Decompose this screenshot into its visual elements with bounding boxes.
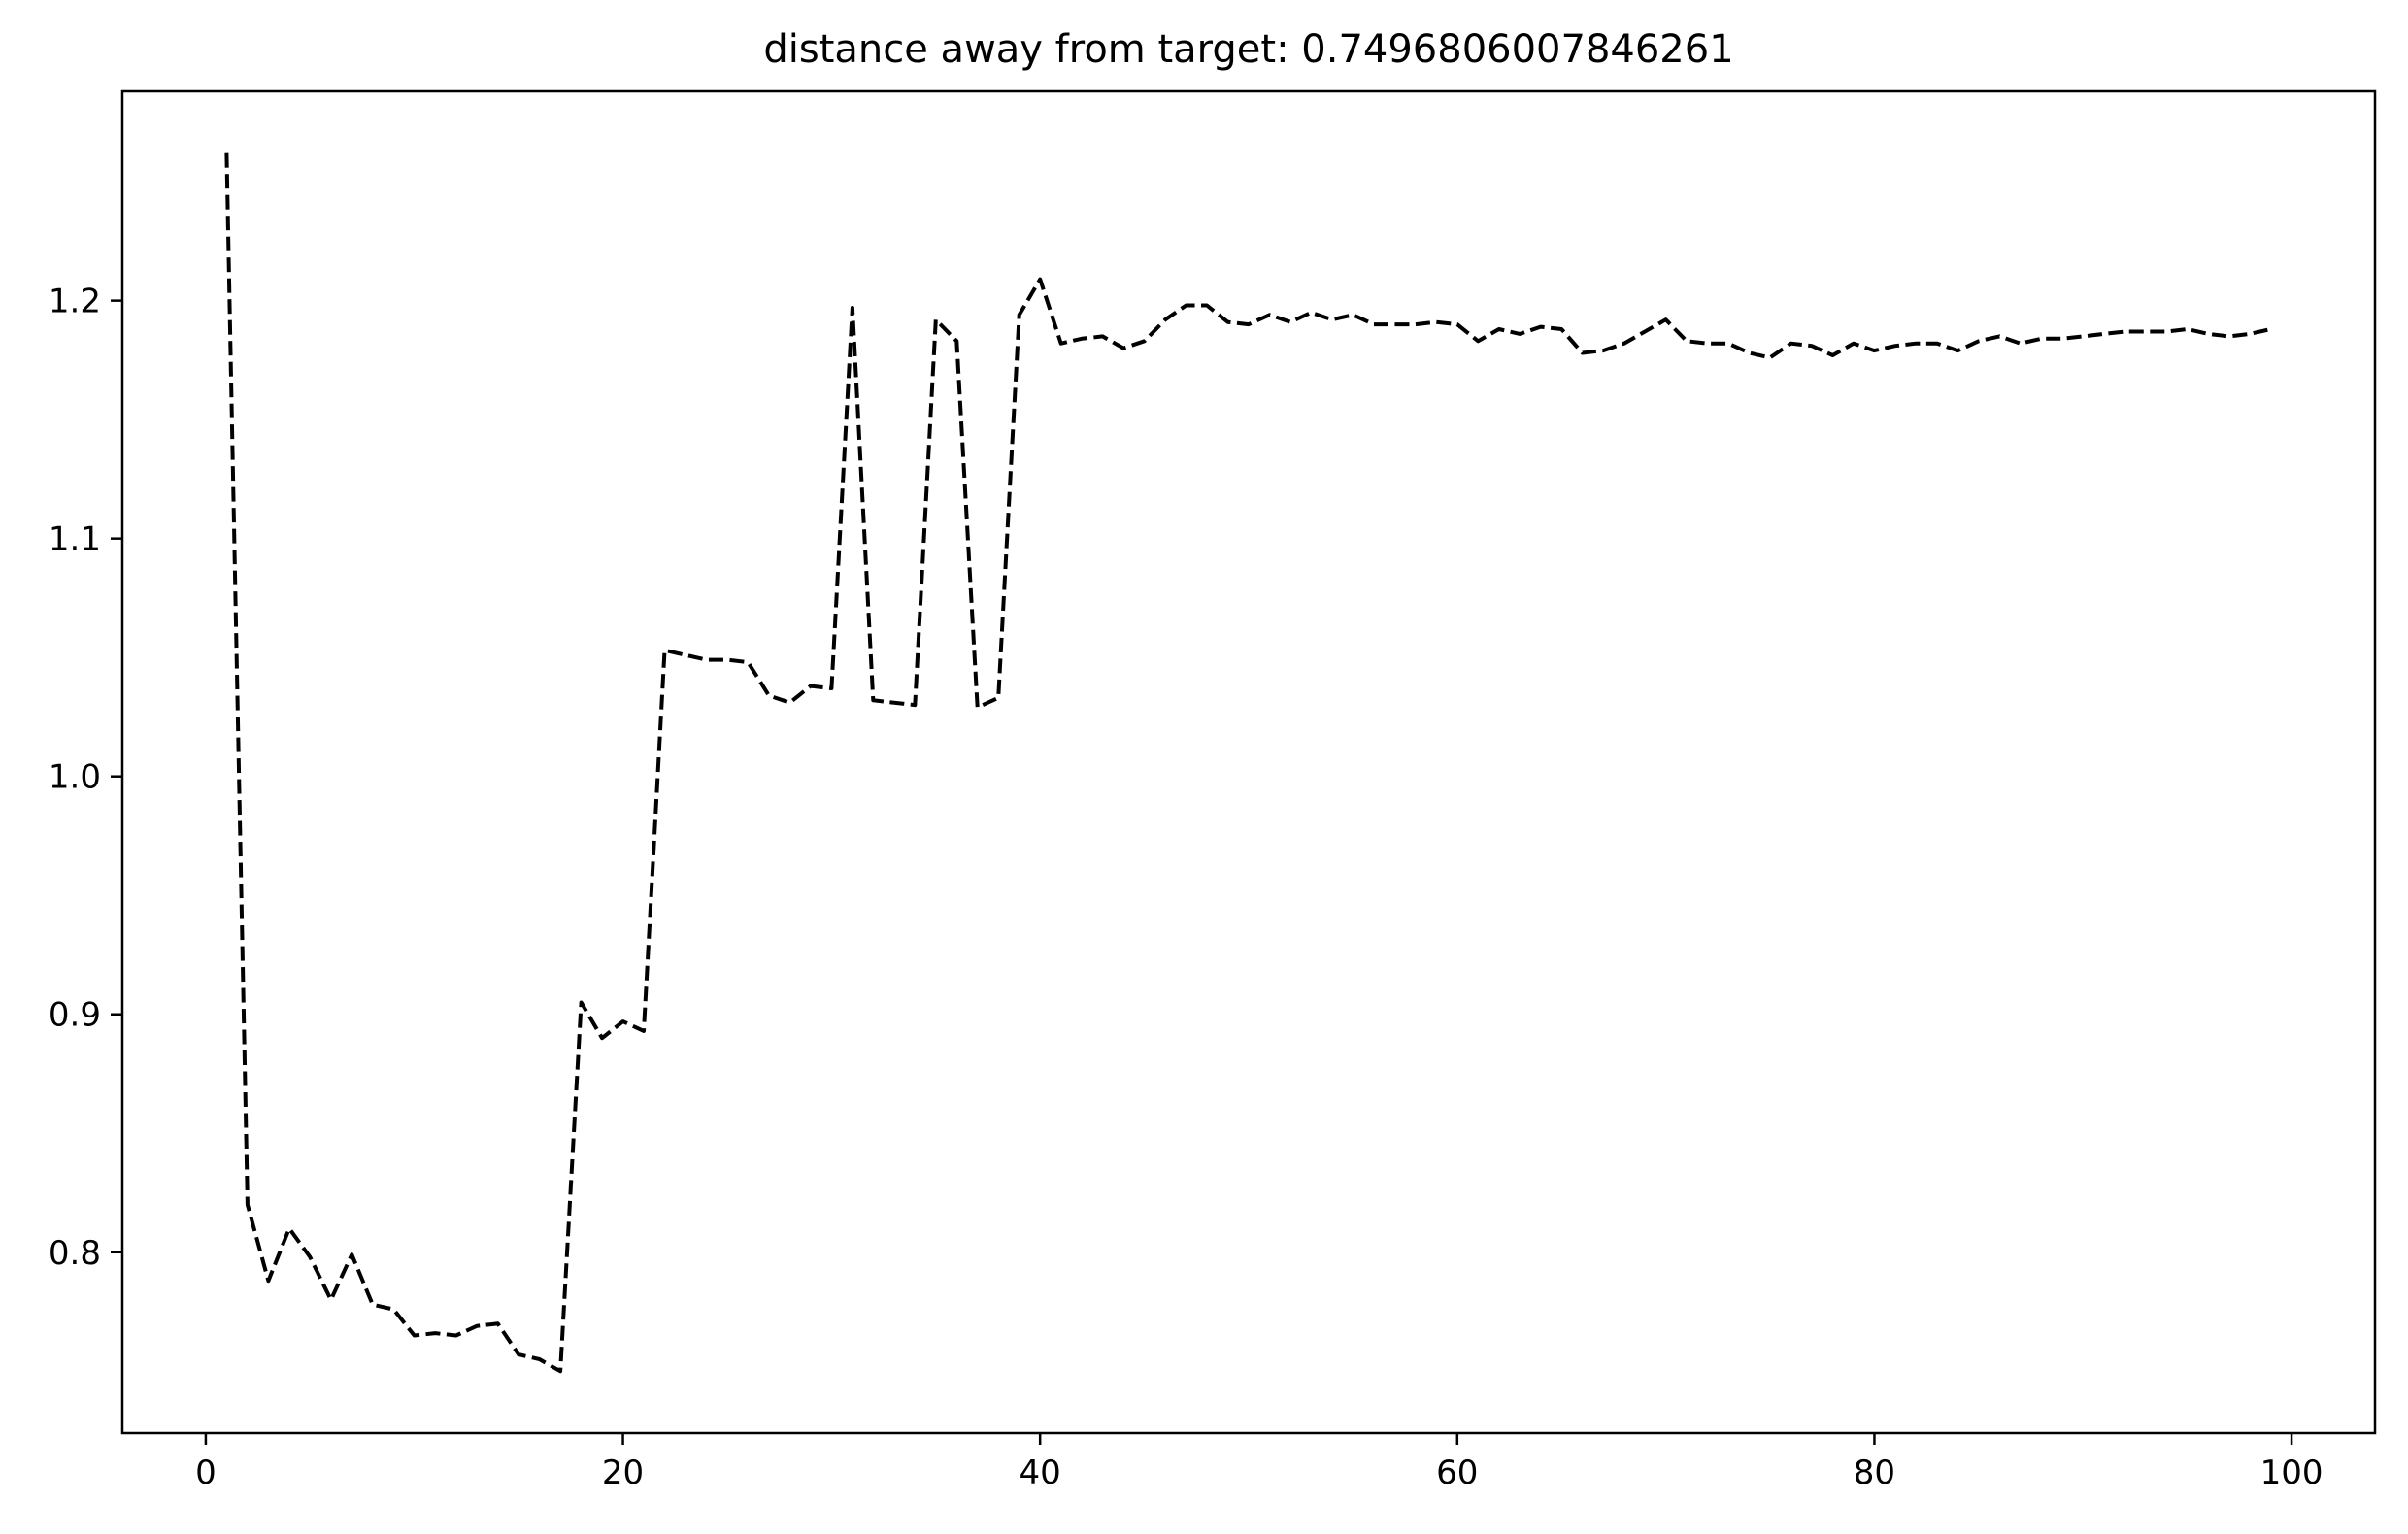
- y-tick-label: 1.1: [49, 520, 101, 559]
- x-tick-label: 0: [195, 1453, 217, 1492]
- y-tick-label: 0.8: [49, 1234, 101, 1273]
- x-tick-label: 60: [1436, 1453, 1478, 1492]
- y-tick-label: 0.9: [49, 996, 101, 1035]
- x-tick-label: 100: [2260, 1453, 2324, 1492]
- y-tick-label: 1.2: [49, 283, 101, 321]
- plot-frame: [120, 89, 2377, 1435]
- series-line: [224, 152, 2272, 1374]
- y-tick-label: 1.0: [49, 758, 101, 797]
- chart-title: distance away from target: 0.74968060078…: [763, 27, 1733, 72]
- x-axis: 0 20 40 60 80 100: [195, 1433, 2324, 1492]
- y-axis: 0.8 0.9 1.0 1.1 1.2: [49, 283, 122, 1273]
- x-tick-label: 80: [1854, 1453, 1895, 1492]
- x-tick-label: 40: [1020, 1453, 1061, 1492]
- plot-area: [224, 152, 2272, 1374]
- x-tick-label: 20: [602, 1453, 644, 1492]
